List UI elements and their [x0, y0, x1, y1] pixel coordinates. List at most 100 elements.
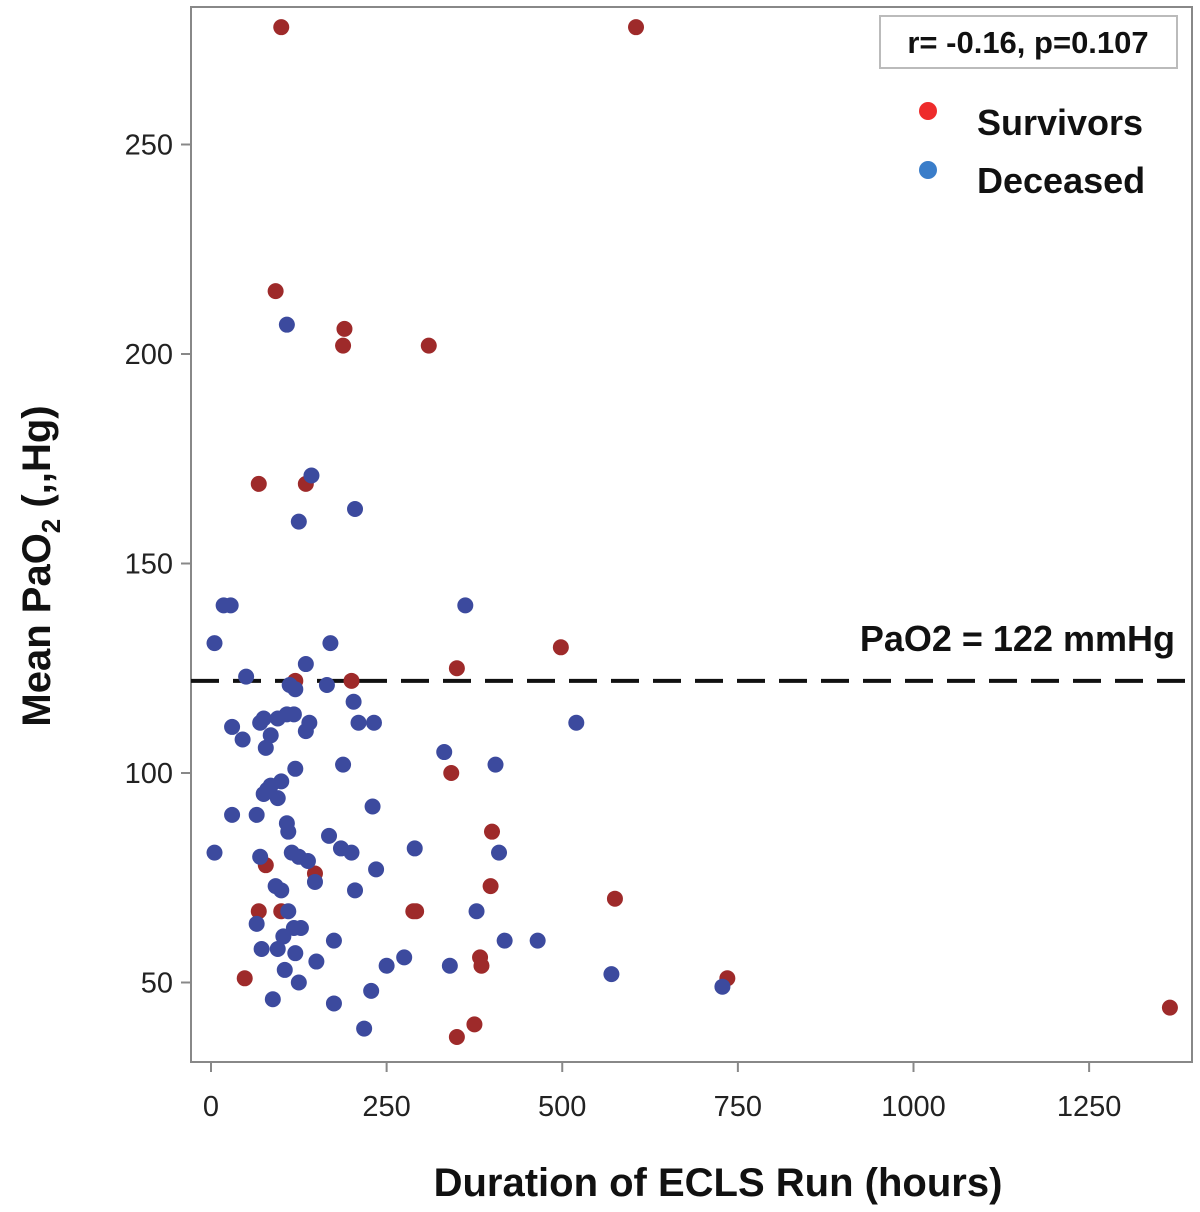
x-axis-title: Duration of ECLS Run (hours): [434, 1161, 1003, 1205]
plot-area: [190, 6, 1193, 1063]
y-tick-label: 150: [125, 549, 173, 581]
x-tick-label: 1000: [881, 1091, 946, 1123]
point-deceased: [345, 693, 362, 710]
point-deceased: [714, 978, 731, 995]
point-deceased: [297, 656, 314, 673]
legend: Survivors Deceased: [919, 102, 1145, 201]
point-deceased: [325, 932, 342, 949]
point-deceased: [303, 467, 320, 484]
y-axis-title-subscript: 2: [36, 519, 66, 533]
point-deceased: [308, 953, 325, 970]
point-deceased: [224, 718, 241, 735]
point-survivors: [408, 903, 425, 920]
point-deceased: [297, 723, 314, 740]
point-deceased: [487, 756, 504, 773]
point-deceased: [468, 903, 485, 920]
point-deceased: [262, 727, 279, 744]
point-survivors: [628, 19, 645, 36]
point-deceased: [491, 844, 508, 861]
point-deceased: [406, 840, 423, 857]
point-deceased: [252, 714, 269, 731]
point-deceased: [285, 706, 302, 723]
point-deceased: [253, 940, 270, 957]
point-deceased: [496, 932, 513, 949]
point-deceased: [318, 677, 335, 694]
y-axis-title-tail: (,,Hg): [15, 405, 59, 518]
point-survivors: [484, 823, 500, 840]
point-deceased: [603, 966, 620, 983]
x-tick-label: 0: [203, 1091, 219, 1123]
point-deceased: [234, 731, 251, 748]
point-deceased: [222, 597, 239, 614]
point-deceased: [252, 848, 269, 865]
point-deceased: [457, 597, 474, 614]
point-deceased: [299, 852, 316, 869]
point-deceased: [529, 932, 546, 949]
point-deceased: [276, 961, 293, 978]
point-deceased: [335, 756, 352, 773]
legend-label-deceased: Deceased: [977, 160, 1145, 201]
point-deceased: [224, 806, 241, 823]
y-axis-title-main: Mean PaO: [15, 533, 59, 726]
point-deceased: [396, 949, 413, 966]
point-survivors: [466, 1016, 483, 1033]
point-deceased: [568, 714, 585, 731]
point-deceased: [368, 861, 385, 878]
point-deceased: [356, 1020, 373, 1037]
x-tick-label: 750: [714, 1091, 762, 1123]
point-deceased: [287, 681, 304, 698]
point-survivors: [236, 970, 253, 987]
y-tick-label: 250: [125, 130, 173, 162]
point-survivors: [343, 672, 360, 689]
stat-annotation-text: r= -0.16, p=0.107: [907, 25, 1148, 60]
y-axis-title: Mean PaO2 (,,Hg): [15, 405, 66, 726]
point-deceased: [322, 635, 339, 652]
point-deceased: [280, 903, 297, 920]
point-deceased: [248, 806, 265, 823]
data-points: [206, 19, 1178, 1045]
point-deceased: [365, 714, 382, 731]
stat-annotation: r= -0.16, p=0.107: [879, 15, 1178, 69]
point-deceased: [347, 882, 364, 899]
point-deceased: [363, 982, 380, 999]
legend-marker-deceased: [919, 161, 937, 179]
y-axis: 50 100 150 200 250: [125, 130, 191, 1000]
point-survivors: [1161, 999, 1178, 1016]
point-deceased: [248, 915, 265, 932]
point-deceased: [280, 823, 297, 840]
point-deceased: [306, 873, 323, 890]
point-deceased: [290, 974, 307, 991]
point-survivors: [448, 1028, 465, 1045]
x-tick-label: 1250: [1057, 1091, 1122, 1123]
point-deceased: [206, 844, 223, 861]
point-survivors: [250, 475, 267, 492]
legend-label-survivors: Survivors: [977, 102, 1143, 143]
point-deceased: [206, 635, 223, 652]
point-deceased: [364, 798, 381, 815]
point-survivors: [473, 957, 490, 974]
point-deceased: [441, 957, 458, 974]
point-deceased: [238, 668, 255, 685]
point-deceased: [290, 513, 307, 530]
point-survivors: [250, 903, 267, 920]
point-deceased: [255, 785, 272, 802]
point-deceased: [292, 920, 309, 937]
point-survivors: [448, 660, 465, 677]
point-deceased: [264, 991, 281, 1008]
point-deceased: [287, 945, 304, 962]
point-survivors: [552, 639, 569, 656]
point-deceased: [257, 739, 274, 756]
point-deceased: [378, 957, 395, 974]
point-deceased: [436, 744, 453, 761]
point-deceased: [273, 882, 290, 899]
point-deceased: [269, 940, 286, 957]
point-survivors: [267, 283, 284, 300]
point-deceased: [321, 827, 338, 844]
point-deceased: [325, 995, 342, 1012]
y-tick-label: 50: [141, 968, 173, 1000]
point-deceased: [347, 501, 364, 518]
point-deceased: [275, 928, 292, 945]
point-survivors: [336, 320, 353, 337]
